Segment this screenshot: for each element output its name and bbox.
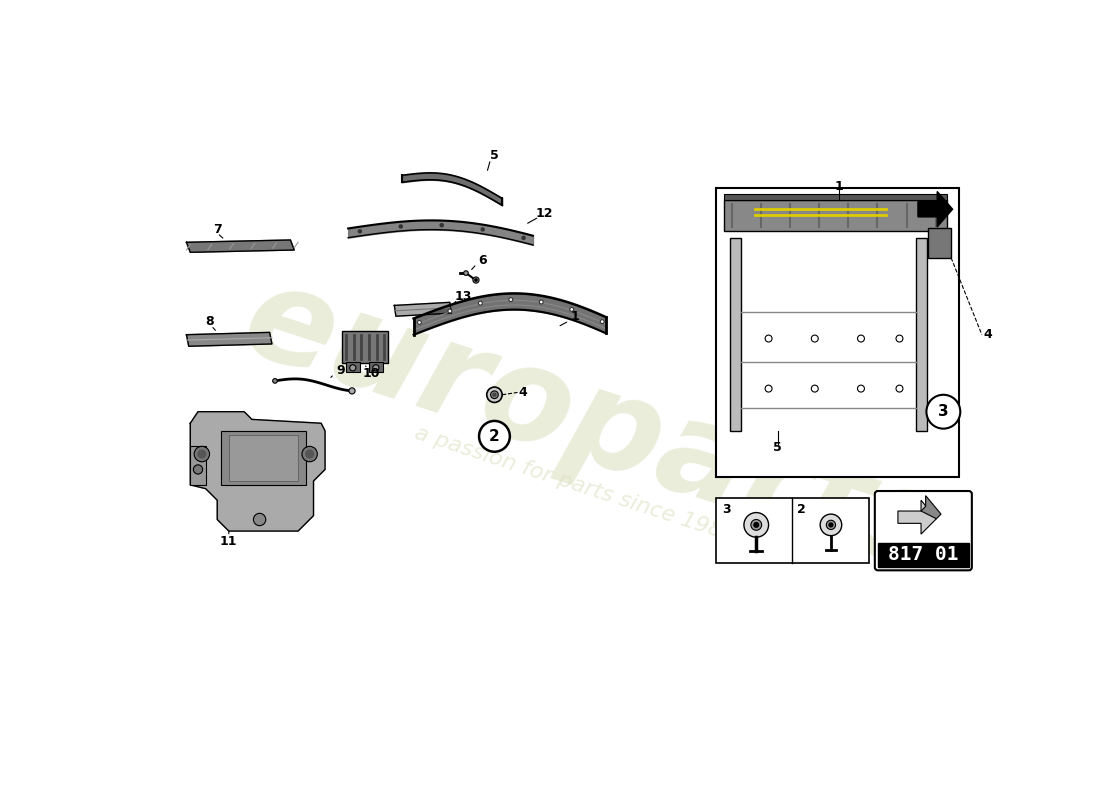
Circle shape	[306, 450, 313, 458]
Circle shape	[812, 335, 818, 342]
Circle shape	[539, 300, 543, 304]
Text: 817 01: 817 01	[888, 546, 958, 565]
Text: 3: 3	[723, 503, 732, 516]
Text: 8: 8	[206, 315, 213, 328]
Circle shape	[273, 378, 277, 383]
Text: 1: 1	[571, 310, 580, 323]
Bar	[229, 435, 298, 481]
Circle shape	[896, 385, 903, 392]
Circle shape	[766, 335, 772, 342]
Circle shape	[194, 465, 202, 474]
Bar	[724, 194, 947, 200]
Circle shape	[194, 446, 209, 462]
Circle shape	[349, 388, 355, 394]
Text: 7: 7	[213, 222, 221, 236]
Text: 9: 9	[337, 364, 344, 378]
FancyBboxPatch shape	[874, 491, 972, 570]
Polygon shape	[186, 240, 295, 252]
Circle shape	[751, 519, 761, 530]
Circle shape	[418, 321, 421, 324]
Polygon shape	[186, 332, 272, 346]
Circle shape	[301, 446, 317, 462]
Polygon shape	[898, 500, 936, 534]
Bar	[878, 542, 969, 567]
Text: 11: 11	[220, 534, 238, 547]
Circle shape	[373, 365, 378, 371]
Text: 2: 2	[490, 429, 499, 444]
Polygon shape	[921, 496, 942, 518]
Text: 2: 2	[798, 503, 806, 516]
Circle shape	[493, 394, 496, 396]
Circle shape	[198, 450, 206, 458]
Circle shape	[522, 236, 525, 239]
Circle shape	[829, 523, 833, 527]
Circle shape	[754, 522, 759, 527]
Circle shape	[509, 298, 513, 302]
Bar	[342, 331, 388, 363]
Text: 5: 5	[773, 442, 782, 454]
Bar	[916, 238, 927, 431]
Circle shape	[744, 513, 769, 538]
Text: 5: 5	[491, 149, 498, 162]
Bar	[345, 362, 360, 373]
Circle shape	[486, 387, 502, 402]
Circle shape	[826, 520, 836, 530]
Circle shape	[926, 394, 960, 429]
Circle shape	[858, 385, 865, 392]
Bar	[716, 498, 869, 563]
Text: 13: 13	[455, 290, 472, 302]
Circle shape	[812, 385, 818, 392]
Text: 12: 12	[536, 206, 553, 219]
Circle shape	[478, 421, 509, 452]
Circle shape	[464, 270, 469, 275]
Bar	[724, 200, 947, 230]
Circle shape	[491, 391, 498, 398]
Circle shape	[359, 230, 362, 233]
Bar	[221, 431, 306, 485]
Text: 3: 3	[938, 404, 948, 419]
Text: 1: 1	[835, 179, 844, 193]
Text: 4: 4	[983, 328, 992, 341]
Bar	[190, 446, 206, 485]
Circle shape	[481, 228, 484, 231]
Circle shape	[440, 224, 443, 226]
Bar	[368, 362, 383, 373]
Circle shape	[601, 320, 604, 323]
Circle shape	[399, 225, 403, 228]
Polygon shape	[917, 191, 953, 227]
Circle shape	[821, 514, 842, 536]
Text: a passion for parts since 1982: a passion for parts since 1982	[412, 423, 738, 546]
Circle shape	[253, 514, 266, 526]
Text: 6: 6	[478, 254, 487, 266]
Circle shape	[478, 302, 482, 305]
Circle shape	[473, 277, 480, 283]
Circle shape	[448, 309, 452, 313]
Bar	[730, 238, 741, 431]
Polygon shape	[190, 412, 326, 531]
Circle shape	[858, 335, 865, 342]
Text: 4: 4	[518, 386, 527, 399]
Circle shape	[350, 365, 355, 371]
Text: europarts: europarts	[228, 254, 961, 600]
Text: 10: 10	[363, 366, 379, 380]
Bar	[716, 189, 959, 477]
Circle shape	[766, 385, 772, 392]
Circle shape	[896, 335, 903, 342]
Circle shape	[475, 279, 477, 281]
Polygon shape	[395, 302, 451, 316]
Circle shape	[570, 307, 574, 311]
Bar	[928, 229, 952, 258]
